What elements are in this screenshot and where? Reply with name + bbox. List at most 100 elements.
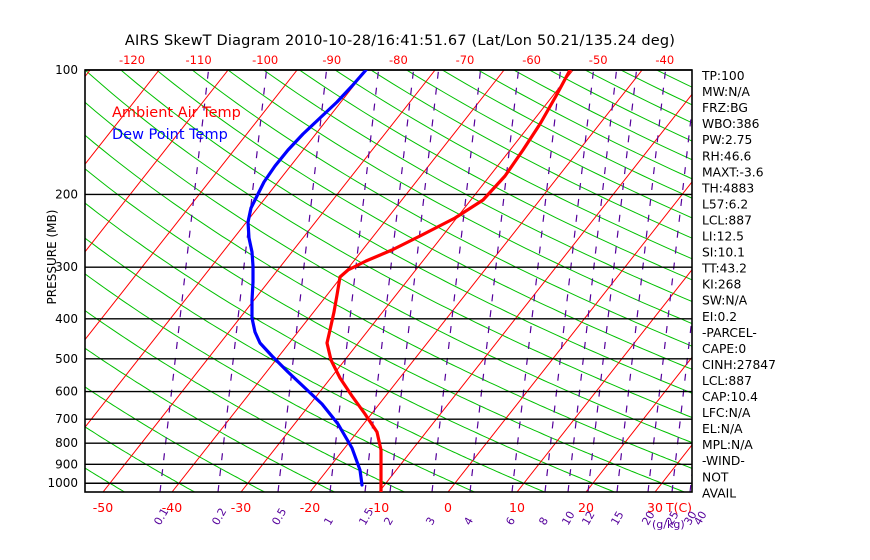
mixing-ratio-line — [389, 70, 440, 492]
pressure-tick-label: 500 — [55, 352, 78, 366]
mixing-ratio-tick-label: 40 — [691, 509, 709, 528]
stat-21: LFC:N/A — [702, 406, 751, 420]
stat-20: CAP:10.4 — [702, 390, 758, 404]
stat-13: KI:268 — [702, 278, 741, 292]
dry-adiabat-line — [85, 134, 692, 469]
dry-adiabat-line — [512, 70, 692, 161]
mixing-ratio-tick-label: 10 — [559, 509, 577, 528]
stat-6: MAXT:-3.6 — [702, 165, 764, 179]
stat-24: -WIND- — [702, 454, 745, 468]
isotherm-line — [516, 268, 692, 492]
mixing-ratio-line — [647, 104, 692, 492]
mixing-ratio-tick-label: 4 — [461, 515, 476, 528]
bottom-temp-tick-label: -40 — [162, 500, 182, 515]
stat-14: SW:N/A — [702, 294, 748, 308]
dry-adiabat-line — [85, 202, 615, 492]
mixing-ratio-tick-label: 6 — [503, 515, 518, 528]
isotherm-line — [85, 70, 160, 165]
pressure-tick-label: 400 — [55, 312, 78, 326]
dry-adiabat-line — [120, 70, 692, 394]
dry-adiabat-line — [85, 168, 685, 492]
top-temp-tick-label: -50 — [589, 53, 608, 67]
stat-19: LCL:887 — [702, 374, 752, 388]
stat-1: MW:N/A — [702, 85, 751, 99]
mixing-ratio-line — [431, 70, 482, 492]
pressure-tick-label: 900 — [55, 457, 78, 471]
mixing-ratio-tick-label: 3 — [423, 515, 438, 528]
isotherm-line — [585, 356, 692, 492]
stat-22: EL:N/A — [702, 422, 743, 436]
dry-adiabat-line — [369, 70, 692, 239]
bottom-temp-tick-label: 20 — [578, 500, 594, 515]
stat-5: RH:46.6 — [702, 149, 751, 163]
legend-ambient-label: Ambient Air Temp — [112, 105, 241, 121]
bottom-temp-tick-label: -50 — [93, 500, 113, 515]
top-temp-tick-label: -60 — [522, 53, 541, 67]
stat-2: FRZ:BG — [702, 101, 748, 115]
mixing-ratio-tick-label: 0.2 — [209, 506, 229, 528]
dry-adiabat-line — [548, 70, 692, 142]
dry-adiabat-line — [85, 237, 545, 492]
dry-adiabat-line — [191, 70, 692, 347]
dry-adiabat-line — [477, 70, 692, 180]
ambient-temp-curve — [325, 70, 572, 492]
mixing-ratio-tick-label: 20 — [639, 509, 657, 528]
dew-point-curve — [246, 70, 368, 487]
grid-layer — [0, 63, 870, 492]
isotherm-line — [85, 70, 91, 78]
dry-adiabat-line — [0, 325, 55, 492]
isotherm-line — [862, 70, 870, 492]
dry-adiabat-line — [85, 70, 692, 419]
top-temp-tick-label: -120 — [119, 53, 145, 67]
mixing-ratio-line — [587, 70, 638, 492]
dry-adiabat-line — [748, 63, 870, 143]
page-title: AIRS SkewT Diagram 2010-10-28/16:41:51.6… — [124, 33, 676, 49]
stat-9: LCL:887 — [702, 213, 752, 227]
stat-25: NOT — [702, 470, 729, 484]
bottom-temp-tick-label: -10 — [369, 500, 389, 515]
dry-adiabat-line — [298, 70, 692, 281]
top-temp-tick-label: -40 — [655, 53, 674, 67]
mixing-ratio-line — [616, 70, 667, 492]
pressure-tick-label: 300 — [55, 260, 78, 274]
stat-12: TT:43.2 — [701, 262, 747, 276]
mixing-ratio-line — [544, 70, 595, 492]
stat-4: PW:2.75 — [702, 133, 752, 147]
stat-8: L57:6.2 — [702, 197, 748, 211]
mixing-ratio-axis-label: (g/kg) — [652, 518, 685, 531]
mixing-ratio-tick-label: 2 — [381, 515, 396, 528]
stat-10: LI:12.5 — [702, 230, 744, 244]
top-temp-tick-label: -110 — [186, 53, 212, 67]
stat-26: AVAIL — [702, 486, 736, 500]
pressure-tick-label: 800 — [55, 436, 78, 450]
stat-3: WBO:386 — [702, 117, 760, 131]
bottom-temp-tick-label: 30 — [647, 500, 663, 515]
pressure-tick-label: 1000 — [47, 476, 78, 490]
dry-adiabat-line — [155, 70, 692, 370]
mixing-ratio-line — [217, 70, 268, 492]
mixing-ratio-tick-label: 30 — [681, 509, 699, 528]
bottom-temp-tick-label: -30 — [231, 500, 251, 515]
mixing-ratio-tick-label: 1 — [321, 515, 336, 528]
isotherm-line — [102, 70, 436, 492]
mixing-ratio-line — [511, 70, 562, 492]
stat-17: CAPE:0 — [702, 342, 746, 356]
isotherm-line — [85, 70, 367, 429]
mixing-ratio-tick-label: 8 — [536, 515, 551, 528]
stat-16: -PARCEL- — [702, 326, 757, 340]
top-temp-tick-label: -70 — [456, 53, 475, 67]
top-temp-tick-label: -80 — [389, 53, 408, 67]
isotherm-line — [309, 70, 643, 492]
isotherm-line — [447, 181, 692, 492]
isotherm-line — [654, 444, 692, 492]
dry-adiabat-line — [85, 426, 195, 492]
isotherm-line — [85, 70, 298, 341]
dry-adiabat-line — [783, 63, 870, 128]
stat-23: MPL:N/A — [702, 438, 753, 452]
mixing-ratio-line — [567, 70, 618, 492]
pressure-tick-label: 600 — [55, 385, 78, 399]
dry-adiabat-line — [85, 309, 405, 492]
dry-adiabat-line — [405, 70, 692, 219]
stat-18: CINH:27847 — [702, 358, 776, 372]
